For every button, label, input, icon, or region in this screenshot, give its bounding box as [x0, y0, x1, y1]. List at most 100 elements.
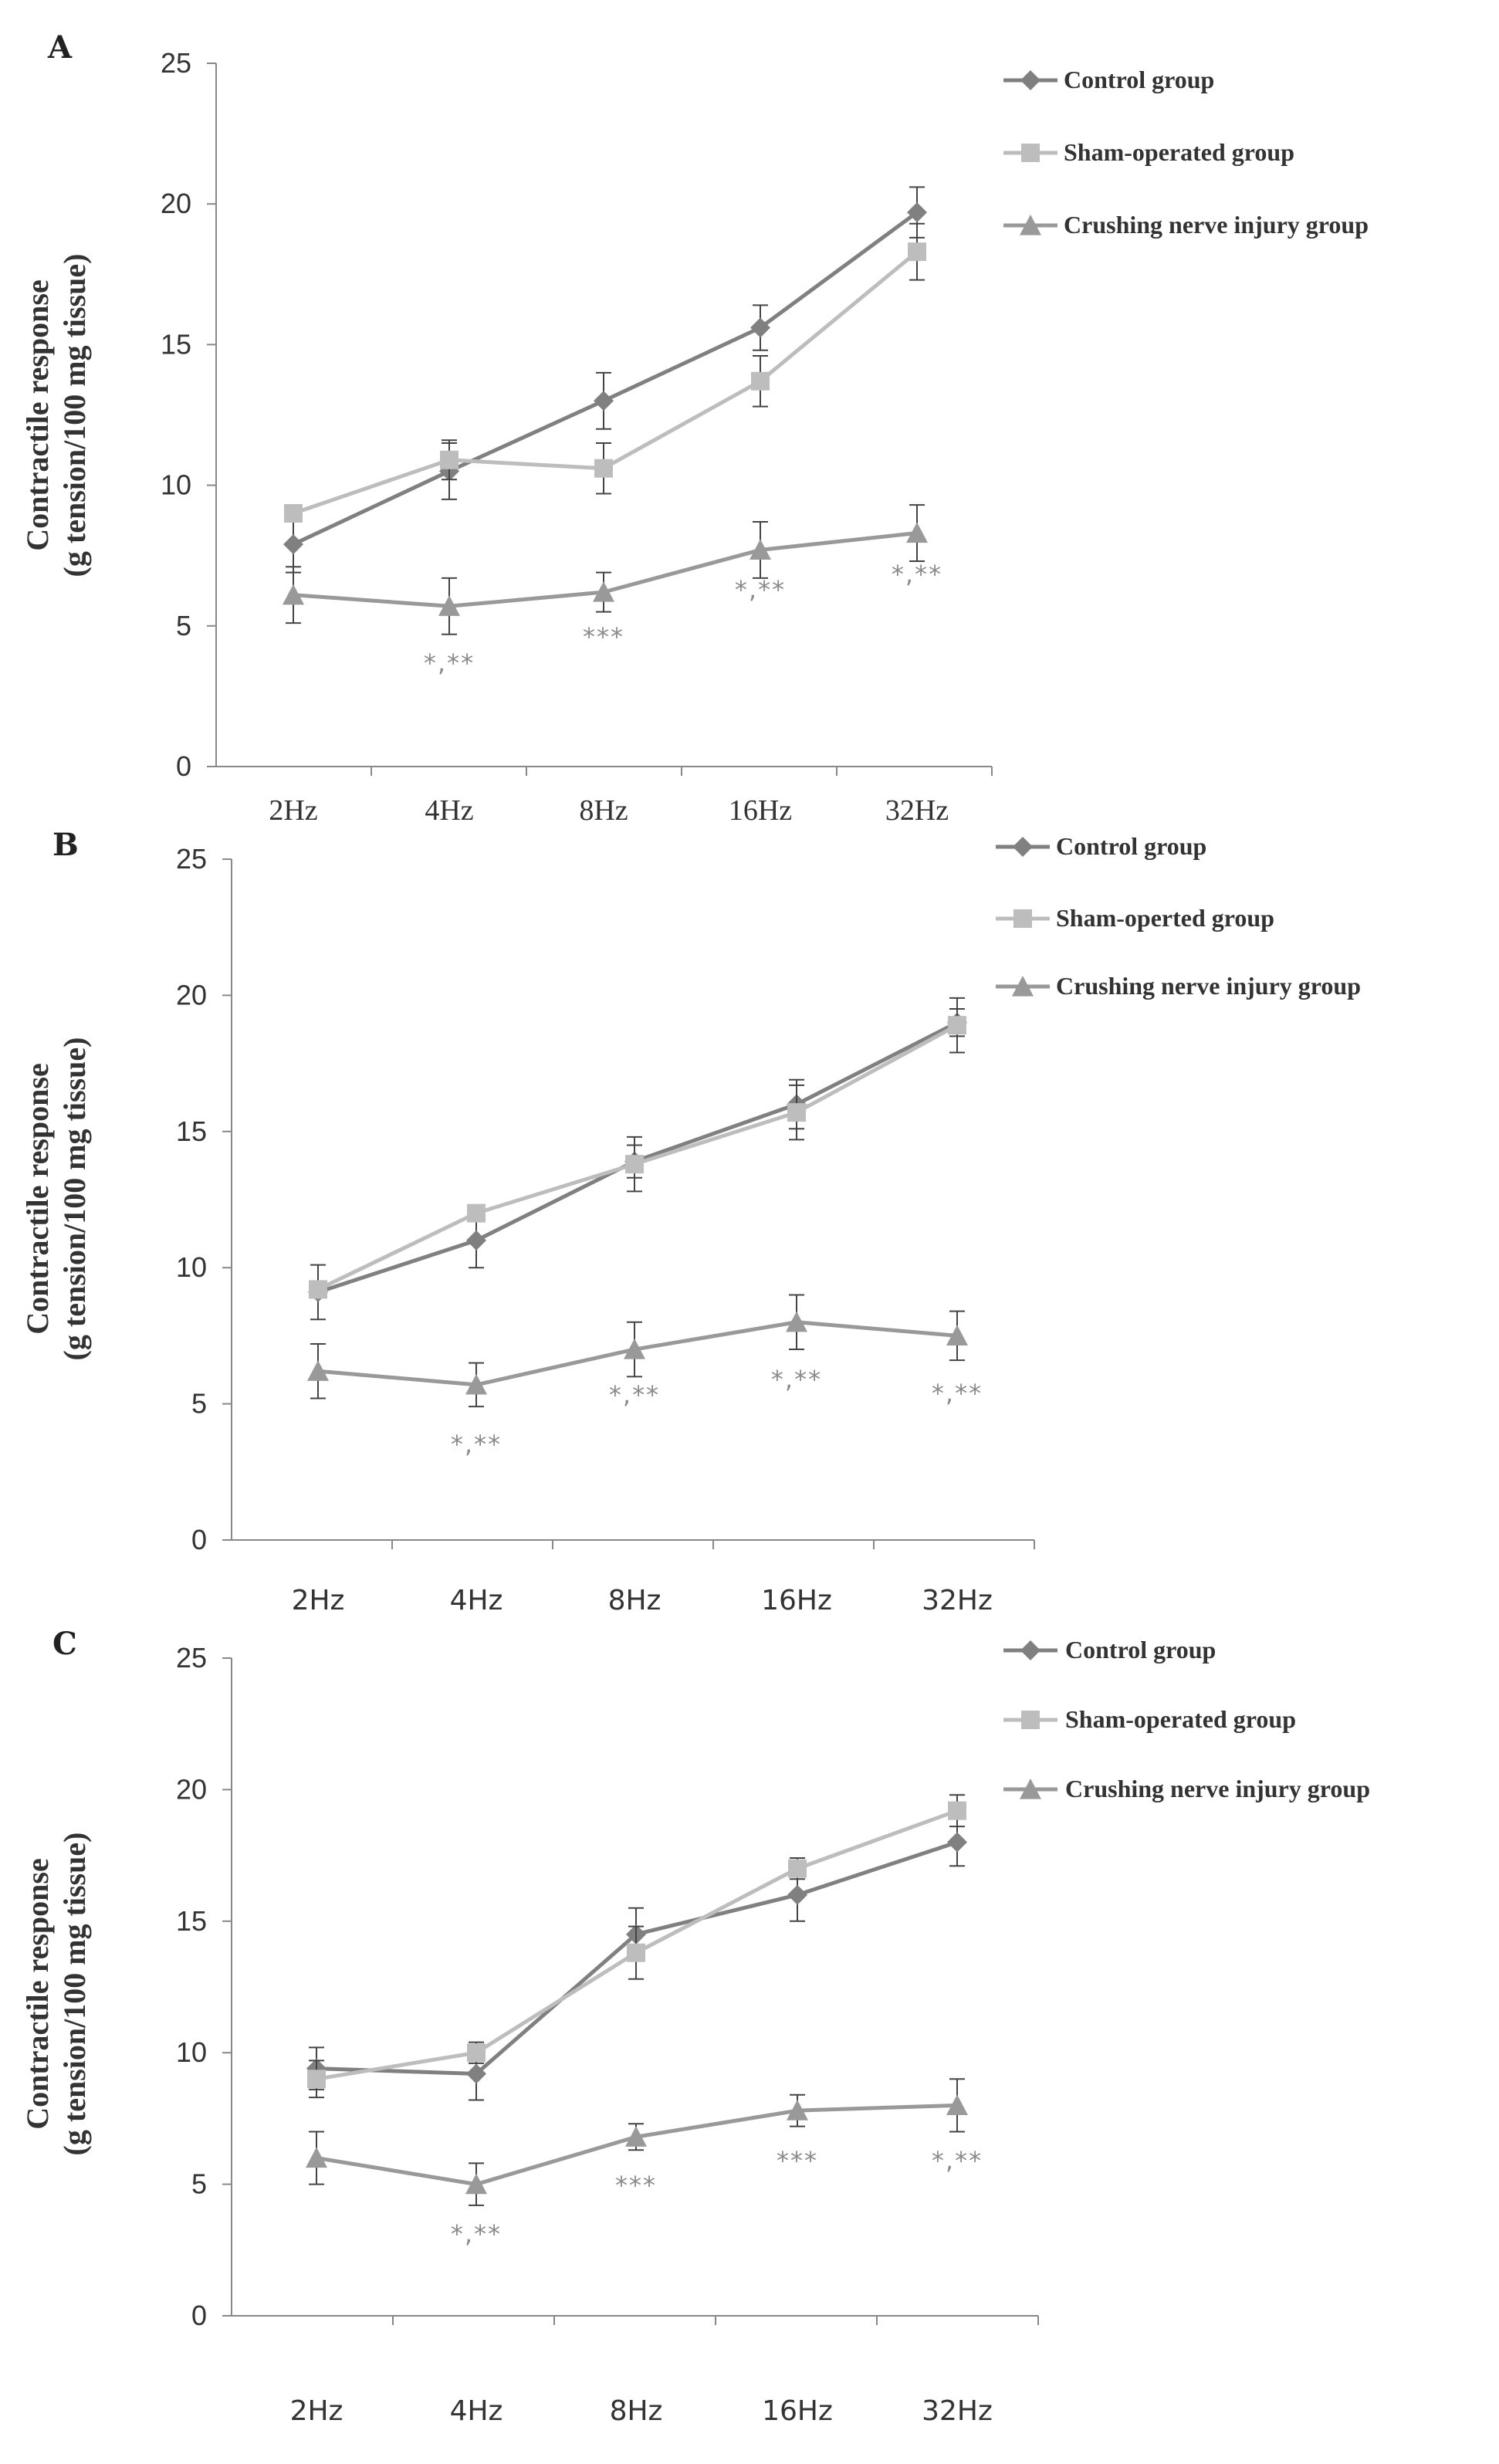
data-point-square — [440, 450, 458, 469]
x-tick-label: 32Hz — [922, 1585, 993, 1616]
chart-panel-a: A Contractile response (g tension/100 mg t… — [20, 29, 1369, 827]
x-tick-label: 8Hz — [608, 1585, 662, 1616]
legend-marker — [1020, 1779, 1041, 1799]
significance-annotation: *,** — [609, 1380, 660, 1410]
legend-entry: Crushing nerve injury group — [1056, 972, 1361, 1000]
series-2 — [307, 1794, 966, 2099]
x-tick-label: 16Hz — [762, 2395, 833, 2427]
series-1 — [283, 186, 927, 574]
legend-marker — [1020, 1640, 1041, 1660]
x-tick-label: 4Hz — [425, 794, 473, 827]
legend-marker — [1020, 70, 1041, 90]
y-tick-label: 15 — [176, 1115, 207, 1147]
legend: Control group Sham-operated group Crushing… — [1003, 66, 1369, 239]
series-2 — [309, 997, 966, 1299]
legend-entry: Control group — [1065, 1636, 1216, 1664]
data-point-triangle — [786, 1311, 807, 1332]
data-point-diamond — [283, 534, 303, 555]
legend-entry: Crushing nerve injury group — [1065, 1775, 1370, 1802]
data-point-diamond — [594, 391, 614, 411]
series-3 — [283, 504, 928, 635]
x-tick-label: 2Hz — [269, 794, 317, 827]
data-point-square — [751, 371, 770, 391]
y-tick-label: 20 — [176, 979, 207, 1010]
y-tick-label: 5 — [191, 1388, 207, 1420]
data-point-triangle — [465, 2173, 487, 2195]
y-tick-label: 20 — [176, 1773, 207, 1805]
x-tick-label: 16Hz — [729, 794, 792, 827]
data-point-square — [467, 2043, 486, 2063]
y-tick-label: 20 — [161, 188, 191, 219]
legend-entry: Control group — [1064, 66, 1214, 93]
y-axis-label-line: (g tension/100 mg tissue) — [57, 254, 92, 577]
y-tick-label: 0 — [176, 750, 191, 782]
legend-marker — [1013, 837, 1033, 857]
chart-panel-c: C Contractile response (g tension/100 mg t… — [20, 1626, 1370, 2427]
data-point-triangle — [306, 2147, 327, 2168]
data-point-triangle — [465, 1373, 487, 1395]
series-line — [292, 211, 919, 547]
data-point-square — [309, 1280, 327, 1299]
data-point-triangle — [946, 2094, 968, 2115]
y-tick-label: 10 — [176, 1251, 207, 1283]
data-point-square — [625, 1155, 644, 1174]
data-point-triangle — [625, 2126, 647, 2147]
y-tick-label: 10 — [161, 469, 191, 501]
y-axis-label-line: Contractile response — [20, 1858, 55, 2129]
y-tick-label: 5 — [176, 610, 191, 641]
x-tick-label: 8Hz — [579, 794, 628, 827]
y-axis-label: Contractile response (g tension/100 mg ti… — [20, 254, 92, 577]
x-tick-label: 2Hz — [292, 1585, 345, 1616]
data-point-diamond — [907, 202, 927, 223]
y-tick-label: 15 — [176, 1905, 207, 1937]
y-axis-label: Contractile response (g tension/100 mg ti… — [20, 1833, 92, 2156]
x-tick-label: 32Hz — [885, 794, 949, 827]
x-tick-label: 16Hz — [761, 1585, 832, 1616]
significance-annotation: *,** — [735, 575, 786, 604]
y-tick-label: 0 — [191, 2300, 207, 2331]
data-point-triangle — [283, 584, 304, 605]
x-tick-label: 4Hz — [450, 1585, 503, 1616]
legend: Control group Sham-operted group Crushing … — [996, 832, 1361, 1000]
y-axis-label-line: Contractile response — [20, 279, 55, 550]
panel-label: B — [52, 827, 79, 863]
x-tick-label: 8Hz — [610, 2395, 663, 2427]
legend-marker — [1021, 144, 1040, 162]
legend-marker — [1012, 976, 1034, 997]
significance-annotation: *,** — [771, 1365, 822, 1394]
data-point-square — [594, 459, 613, 478]
y-tick-label: 5 — [191, 2168, 207, 2200]
y-axis-label-line: (g tension/100 mg tissue) — [57, 1833, 92, 2156]
data-point-square — [284, 504, 303, 523]
data-point-triangle — [624, 1339, 645, 1359]
data-point-square — [948, 1016, 966, 1035]
data-point-diamond — [466, 2063, 486, 2084]
significance-annotation: *** — [583, 622, 624, 652]
y-axis-label-line: Contractile response — [20, 1063, 55, 1334]
data-point-diamond — [466, 1230, 486, 1251]
legend-entry: Crushing nerve injury group — [1064, 211, 1369, 239]
data-point-triangle — [787, 2100, 808, 2120]
data-point-square — [307, 2070, 326, 2089]
data-point-triangle — [307, 1360, 329, 1381]
panel-label: C — [52, 1626, 77, 1662]
significance-annotation: *,** — [932, 1379, 983, 1408]
y-tick-label: 25 — [176, 843, 207, 875]
data-point-square — [788, 1859, 807, 1878]
legend-marker — [1020, 215, 1041, 235]
x-tick-label: 32Hz — [922, 2395, 993, 2427]
significance-annotation: *,** — [932, 2146, 983, 2175]
data-point-square — [948, 1801, 966, 1820]
y-tick-label: 0 — [191, 1524, 207, 1555]
y-tick-label: 25 — [161, 47, 191, 79]
data-point-diamond — [750, 317, 770, 338]
legend-entry: Sham-operted group — [1056, 904, 1274, 932]
legend-marker — [1021, 1711, 1040, 1729]
data-point-triangle — [750, 539, 771, 560]
significance-annotation: *,** — [451, 1430, 502, 1459]
y-tick-label: 25 — [176, 1642, 207, 1674]
y-axis-label: Contractile response (g tension/100 mg ti… — [20, 1037, 92, 1361]
data-point-diamond — [947, 1832, 967, 1853]
series-3 — [306, 2078, 968, 2206]
significance-annotation: *,** — [451, 2219, 502, 2249]
